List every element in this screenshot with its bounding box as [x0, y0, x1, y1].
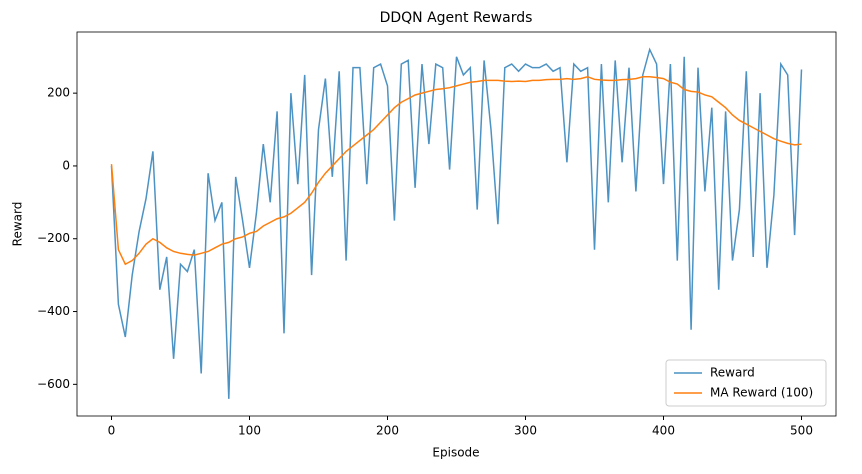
series-line [110, 47, 803, 399]
y-tick-label: 0 [62, 158, 70, 172]
legend-label: MA Reward (100) [710, 386, 813, 400]
x-tick-label: 500 [790, 424, 813, 438]
y-tick-label: −400 [37, 304, 70, 318]
legend-box [665, 359, 827, 407]
x-tick-label: 100 [238, 424, 261, 438]
x-tick-label: 200 [376, 424, 399, 438]
x-tick-label: 400 [652, 424, 675, 438]
plot-frame [76, 31, 837, 417]
series-line [110, 75, 802, 266]
y-tick-label: −600 [37, 377, 70, 391]
legend-label: Reward [710, 366, 755, 380]
x-tick-label: 0 [108, 424, 116, 438]
x-axis-label: Episode [432, 446, 479, 460]
y-tick-label: 200 [47, 86, 70, 100]
x-tick-label: 300 [514, 424, 537, 438]
chart-title: DDQN Agent Rewards [380, 10, 533, 26]
y-tick-label: −200 [37, 231, 70, 245]
y-axis-label: Reward [11, 202, 25, 247]
